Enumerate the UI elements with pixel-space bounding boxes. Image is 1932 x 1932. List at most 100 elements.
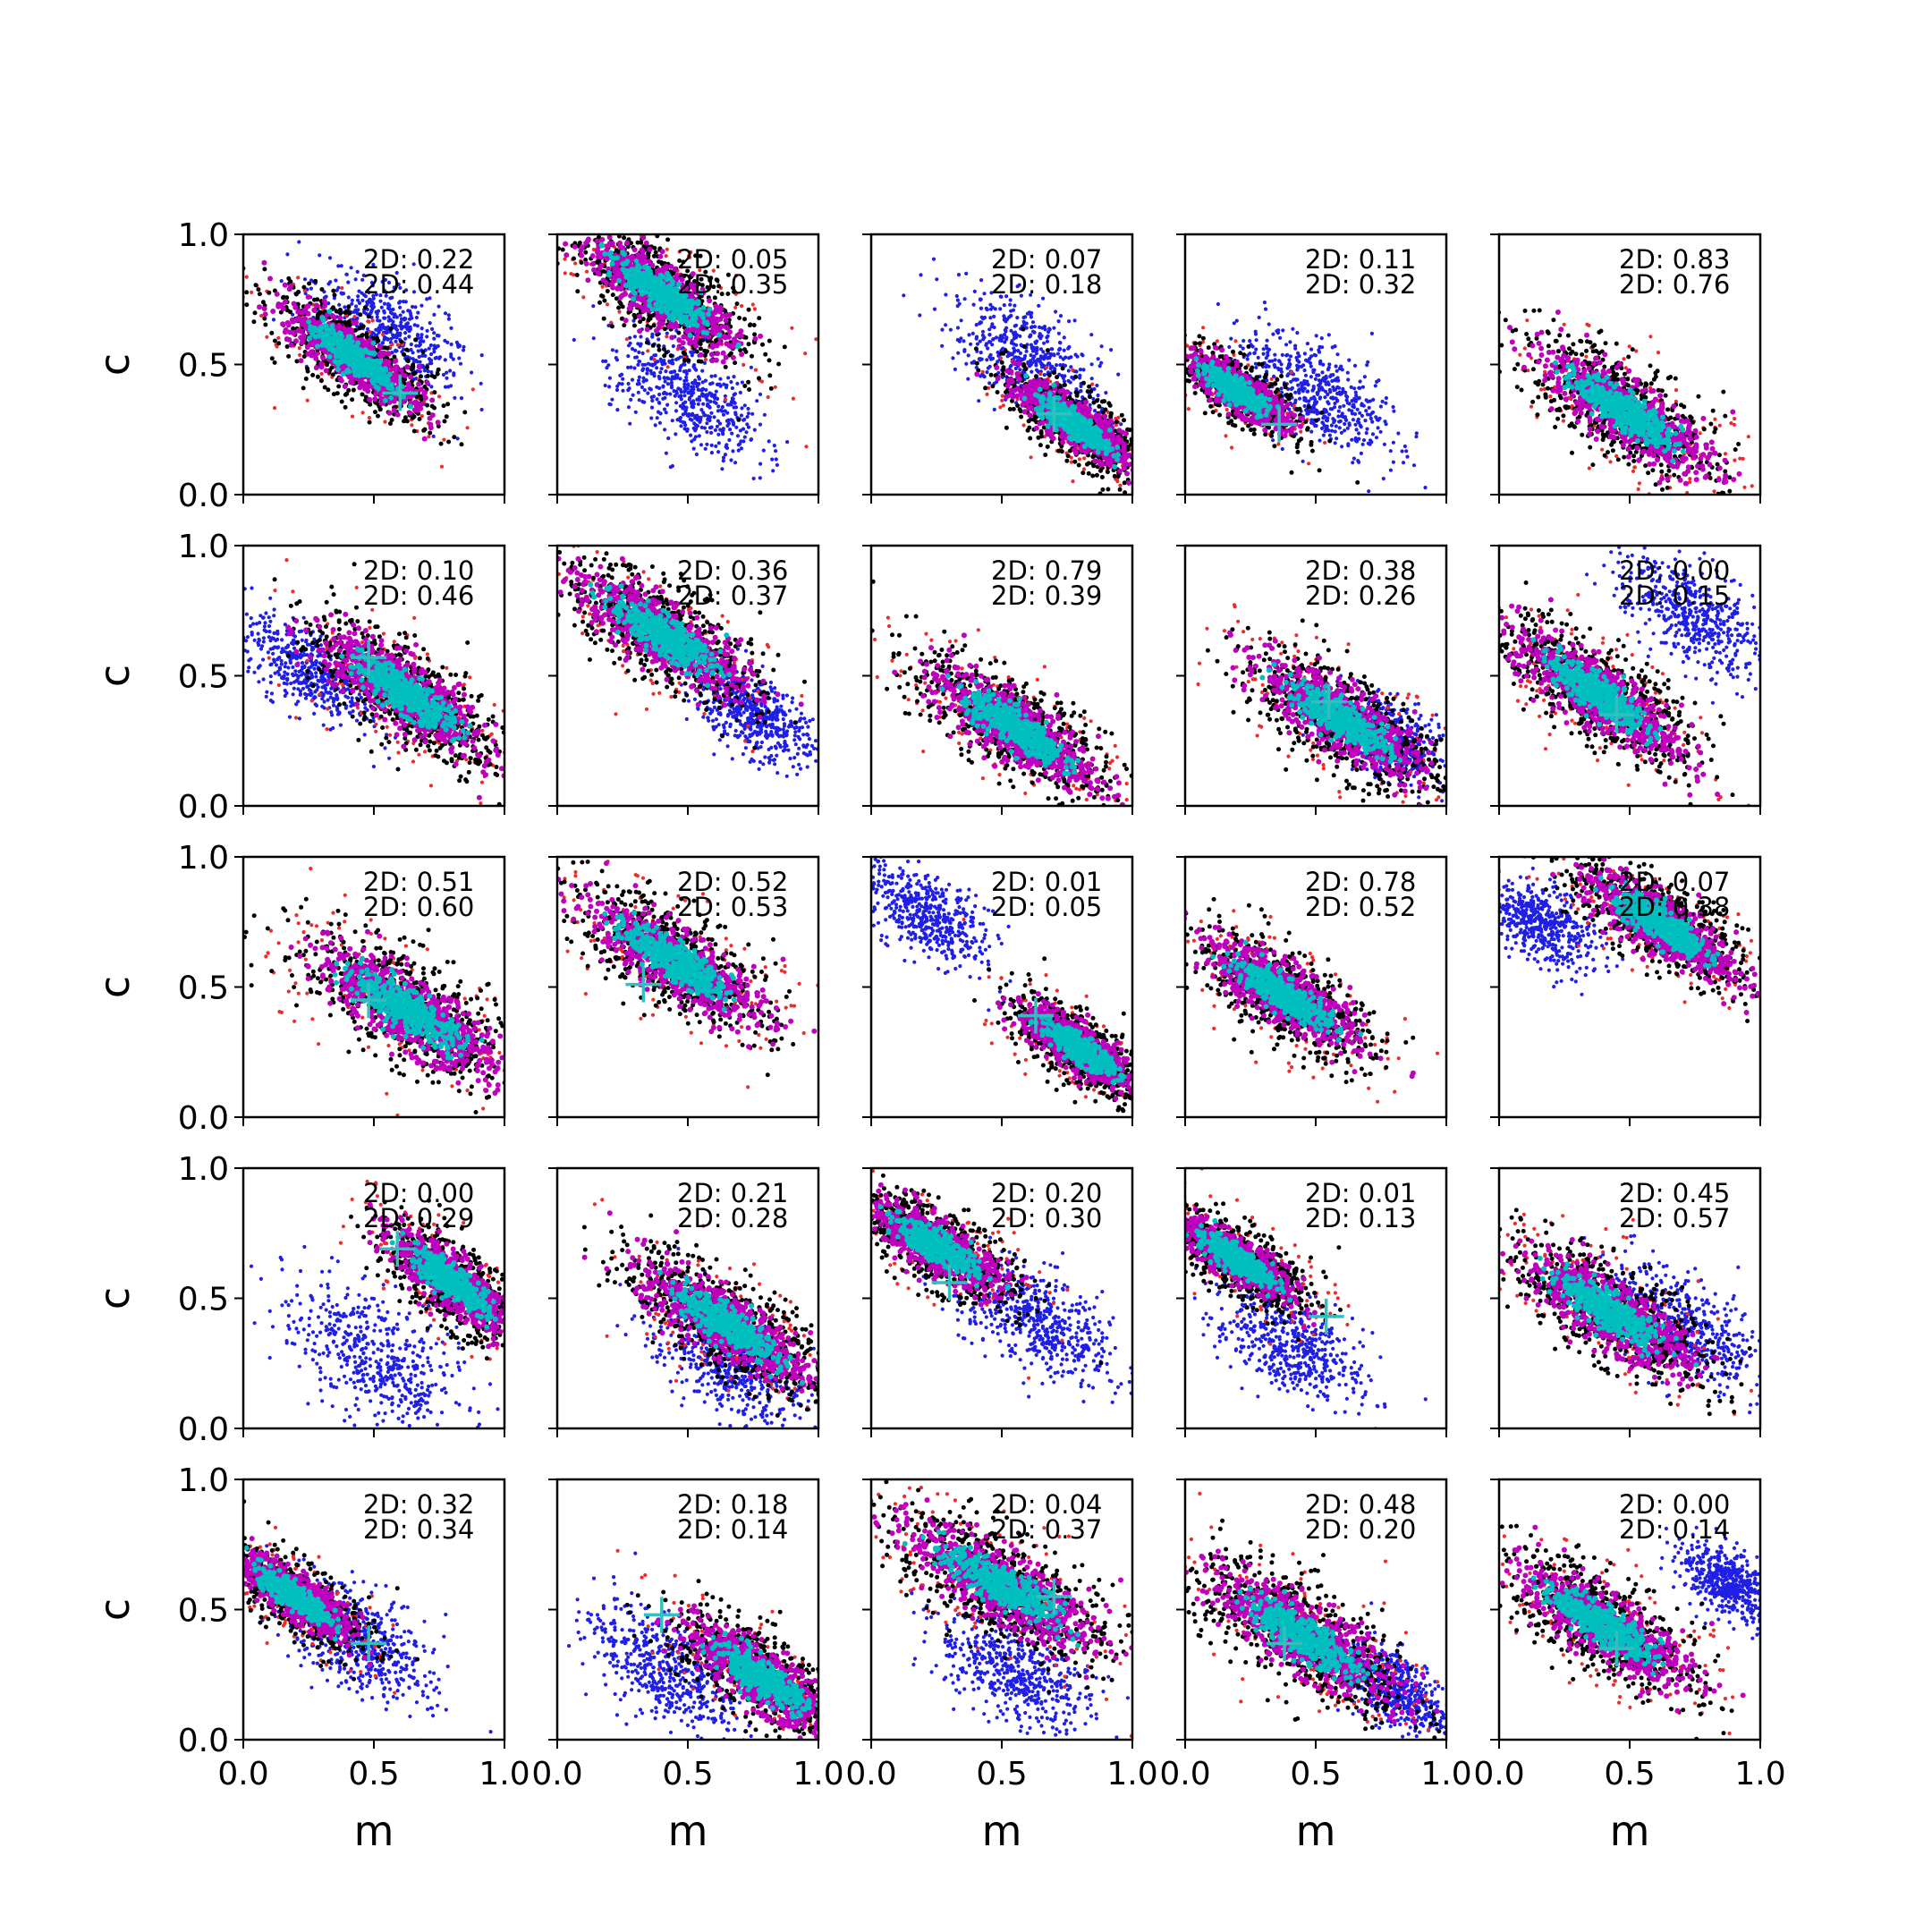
- red-cloud-point: [272, 406, 277, 411]
- blue-cloud-point: [411, 290, 417, 294]
- magenta-cloud-point: [313, 302, 319, 309]
- blue-cloud-point: [640, 385, 645, 389]
- blue-cloud-point: [691, 446, 696, 451]
- blue-cloud-point: [411, 262, 416, 267]
- blue-cloud-point: [666, 436, 671, 441]
- magenta-cloud-point: [402, 373, 408, 378]
- blue-cloud-point: [427, 346, 431, 351]
- cyan-cloud-point: [357, 347, 363, 353]
- black-cloud-point: [662, 326, 667, 332]
- blue-cloud-point: [411, 357, 415, 361]
- black-cloud-point: [676, 330, 682, 335]
- blue-cloud-point: [745, 422, 750, 427]
- cyan-cloud: [306, 309, 413, 410]
- black-cloud-point: [432, 390, 437, 395]
- blue-cloud-point: [739, 413, 744, 418]
- blue-cloud-point: [419, 326, 424, 331]
- magenta-cloud-point: [738, 328, 744, 335]
- blue-cloud-point: [674, 357, 679, 361]
- blue-cloud-point: [607, 376, 613, 380]
- blue-cloud-point: [428, 343, 433, 348]
- black-cloud-point: [257, 292, 262, 297]
- blue-cloud-point: [432, 350, 436, 354]
- blue-cloud-point: [662, 407, 667, 411]
- black-cloud-point: [414, 394, 419, 400]
- cyan-cloud-point: [327, 345, 334, 352]
- black-cloud-point: [357, 326, 362, 331]
- blue-cloud-point: [370, 300, 375, 304]
- score-annotation: 2D: 0.44: [363, 269, 474, 300]
- cyan-cloud-point: [362, 347, 369, 353]
- black-cloud-point: [351, 387, 356, 393]
- magenta-cloud-point: [309, 349, 315, 355]
- magenta-cloud-point: [394, 372, 400, 378]
- magenta-cloud-point: [646, 258, 652, 265]
- magenta-cloud-point: [280, 321, 286, 327]
- magenta-cloud-point: [428, 421, 434, 428]
- cyan-cloud-point: [345, 334, 352, 340]
- black-cloud-point: [599, 293, 604, 299]
- black-cloud-point: [436, 424, 441, 428]
- red-cloud-point: [510, 192, 513, 196]
- blue-cloud-point: [271, 318, 276, 322]
- red-cloud-point: [703, 357, 708, 362]
- blue-cloud-point: [633, 410, 638, 414]
- red-cloud-point: [733, 274, 739, 278]
- black-cloud-point: [284, 344, 290, 349]
- magenta-cloud-point: [365, 341, 371, 347]
- blue-cloud-point: [357, 289, 361, 293]
- cyan-cloud-point: [631, 282, 638, 288]
- blue-cloud-point: [724, 443, 729, 447]
- magenta-cloud-point: [594, 238, 600, 244]
- red-cloud-point: [803, 352, 808, 356]
- blue-cloud-point: [390, 295, 394, 300]
- cyan-cloud-point: [652, 282, 658, 287]
- black-cloud-point: [664, 350, 669, 355]
- blue-cloud-point: [684, 378, 689, 383]
- magenta-cloud-point: [311, 307, 318, 313]
- blue-cloud-point: [658, 411, 663, 416]
- magenta-cloud-point: [422, 394, 428, 401]
- red-cloud-point: [541, 188, 545, 191]
- cyan-cloud-point: [687, 321, 692, 327]
- black-cloud-point: [746, 342, 751, 347]
- black-cloud-point: [757, 376, 761, 381]
- black-cloud-point: [336, 384, 342, 389]
- blue-cloud-point: [458, 361, 463, 366]
- blue-cloud-point: [686, 390, 691, 394]
- black-cloud-point: [699, 283, 705, 288]
- cyan-cloud-point: [652, 275, 657, 281]
- red-cloud-point: [573, 261, 578, 266]
- blue-cloud-point: [621, 377, 625, 381]
- blue-cloud-point: [653, 423, 657, 428]
- black-cloud-point: [699, 276, 704, 282]
- blue-cloud-point: [411, 304, 415, 309]
- blue-cloud-point: [617, 381, 622, 386]
- blue-cloud-point: [758, 422, 763, 427]
- blue-cloud-point: [728, 428, 733, 432]
- black-cloud-point: [325, 362, 329, 368]
- magenta-cloud-point: [313, 355, 319, 361]
- blue-cloud-point: [668, 392, 673, 396]
- cyan-cloud-point: [648, 292, 654, 299]
- blue-cloud-point: [767, 439, 771, 444]
- magenta-cloud-point: [308, 341, 314, 347]
- red-cloud-point: [302, 288, 307, 293]
- cyan-cloud-point: [671, 304, 677, 310]
- cyan-cloud-point: [688, 305, 694, 311]
- blue-cloud-point: [673, 394, 677, 398]
- black-cloud-point: [330, 372, 335, 377]
- black-cloud-point: [835, 436, 839, 441]
- blue-cloud-point: [391, 319, 395, 324]
- magenta-cloud-point: [709, 330, 716, 335]
- cyan-cloud-point: [347, 346, 353, 352]
- black-cloud-point: [616, 305, 622, 310]
- blue-cloud-point: [371, 293, 376, 298]
- red-cloud-point: [470, 387, 475, 392]
- magenta-cloud-point: [596, 252, 602, 258]
- black-cloud-point: [580, 199, 584, 203]
- blue-cloud-point: [718, 377, 723, 381]
- magenta-cloud-point: [720, 313, 725, 319]
- blue-cloud-point: [655, 397, 659, 402]
- red-cloud-point: [572, 273, 576, 277]
